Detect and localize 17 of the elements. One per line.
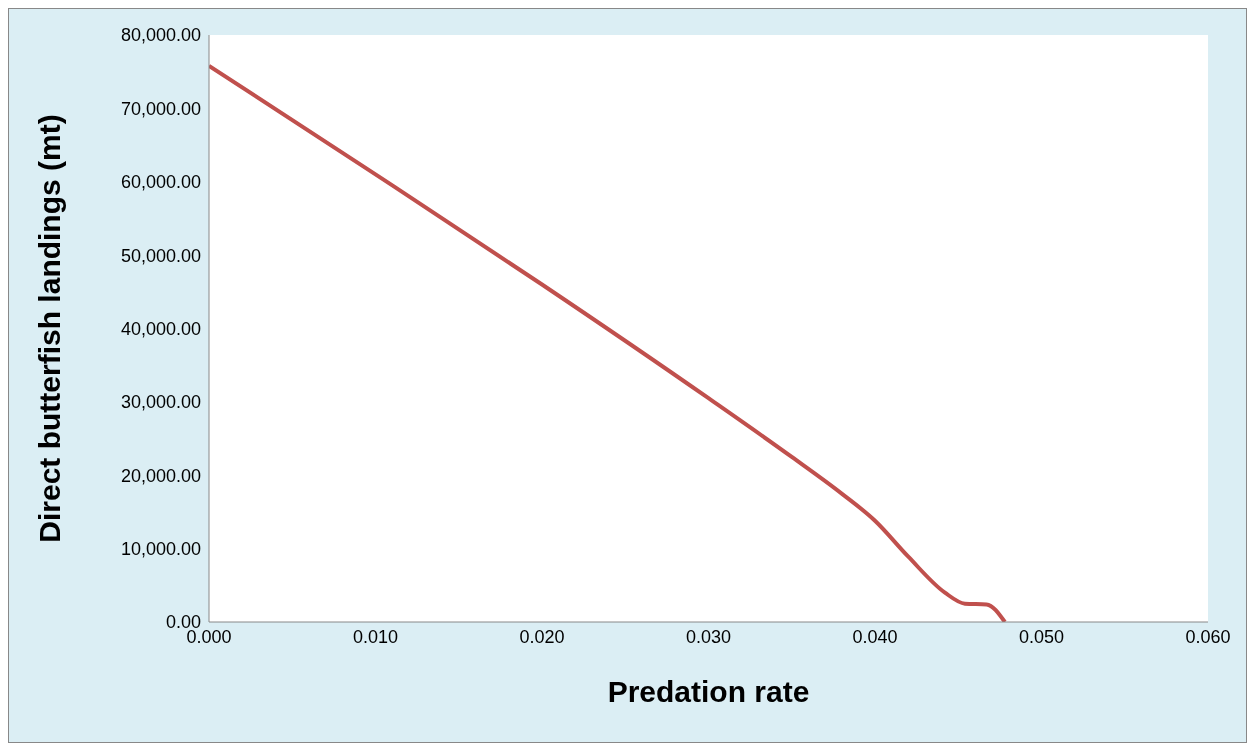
x-tick-label: 0.040 [852, 626, 898, 647]
y-tick-label: 30,000.00 [120, 392, 201, 413]
y-tick-label: 20,000.00 [120, 465, 201, 486]
y-tick-label: 60,000.00 [120, 172, 201, 193]
x-axis-title: Predation rate [607, 675, 810, 708]
y-tick-label: 50,000.00 [120, 245, 201, 266]
x-tick-label: 0.050 [1018, 626, 1065, 647]
y-tick-label: 40,000.00 [120, 318, 201, 339]
y-tick-label: 80,000.00 [120, 25, 201, 46]
x-tick-label: 0.060 [1185, 626, 1231, 647]
line-series [209, 63, 1007, 622]
y-tick-label: 70,000.00 [120, 98, 201, 119]
y-tick-label: 10,000.00 [120, 539, 201, 560]
x-tick-label: 0.020 [519, 626, 565, 647]
x-tick-label: 0.010 [352, 626, 399, 647]
y-axis-title: Direct butterfish landings (mt) [32, 114, 66, 543]
x-tick-label: 0.030 [685, 626, 732, 647]
